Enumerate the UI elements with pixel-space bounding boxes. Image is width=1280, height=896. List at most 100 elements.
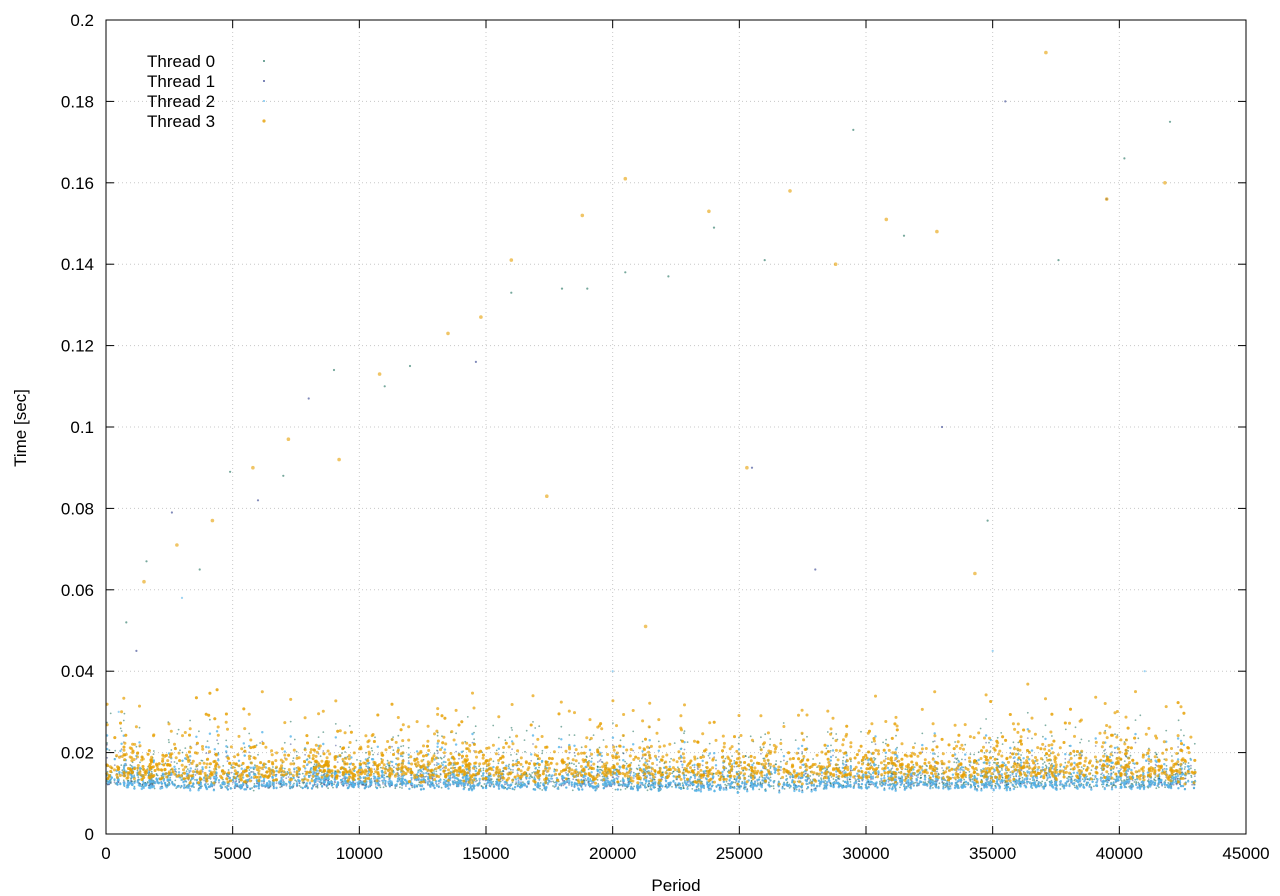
data-point <box>298 776 300 778</box>
data-point <box>783 768 786 770</box>
data-point <box>590 764 593 767</box>
data-point <box>956 757 959 760</box>
data-point <box>380 758 383 760</box>
data-point <box>914 781 917 784</box>
data-point <box>1001 743 1004 745</box>
data-point <box>391 764 394 767</box>
data-point <box>1082 783 1085 786</box>
data-point <box>532 743 534 745</box>
data-point <box>1190 774 1193 777</box>
outlier-point <box>135 649 138 653</box>
data-point <box>339 768 342 770</box>
data-point <box>870 783 873 786</box>
data-point <box>619 780 622 782</box>
data-point <box>738 736 740 739</box>
data-point <box>825 747 828 750</box>
data-point <box>1100 773 1102 776</box>
data-point <box>399 786 401 789</box>
data-point <box>1064 758 1067 760</box>
data-point <box>120 730 123 732</box>
data-point <box>436 752 439 755</box>
data-point <box>835 773 838 776</box>
data-point <box>1020 754 1022 756</box>
data-point <box>370 747 373 750</box>
data-point <box>417 769 420 772</box>
data-point <box>632 771 635 774</box>
data-point <box>891 767 894 769</box>
data-point <box>1179 783 1181 786</box>
data-point <box>541 749 544 752</box>
data-point <box>1018 777 1021 780</box>
data-point <box>292 757 295 759</box>
data-point <box>832 737 834 740</box>
outlier-point <box>256 499 260 502</box>
data-point <box>719 777 722 780</box>
data-point <box>367 772 370 775</box>
data-point <box>658 761 661 763</box>
data-point <box>208 766 211 769</box>
data-point <box>515 781 517 783</box>
data-point <box>946 776 948 778</box>
data-point <box>694 780 697 782</box>
data-point <box>683 732 685 735</box>
data-point <box>316 785 319 788</box>
data-point <box>762 746 765 749</box>
outlier-point <box>282 474 285 477</box>
data-point <box>206 740 209 742</box>
data-point <box>541 752 543 755</box>
data-point <box>1147 778 1150 781</box>
data-point <box>530 775 533 778</box>
data-point <box>1001 777 1004 779</box>
data-point <box>389 745 391 748</box>
data-point <box>715 767 717 770</box>
outlier-point <box>902 234 906 237</box>
data-point <box>614 788 617 791</box>
data-point <box>1099 763 1101 766</box>
data-point <box>433 752 436 755</box>
data-point <box>167 739 170 741</box>
data-point <box>298 784 301 787</box>
data-point <box>708 757 711 759</box>
data-point <box>717 774 720 777</box>
data-point <box>1184 777 1187 780</box>
data-point <box>746 788 749 790</box>
data-point <box>308 757 311 759</box>
data-point <box>887 780 890 783</box>
data-point <box>768 781 770 784</box>
data-point <box>632 777 635 779</box>
data-point <box>648 760 651 763</box>
data-point <box>1123 760 1126 762</box>
data-point <box>867 762 870 765</box>
data-point <box>1013 760 1016 763</box>
data-point <box>1012 775 1015 778</box>
data-point <box>293 782 295 785</box>
data-point <box>574 755 576 757</box>
data-point <box>436 734 439 737</box>
data-point <box>480 785 483 787</box>
data-point <box>1154 766 1157 769</box>
data-point <box>921 732 924 735</box>
data-point <box>400 745 402 748</box>
data-point <box>560 746 563 749</box>
data-point <box>510 754 512 756</box>
data-point <box>630 762 633 764</box>
data-point <box>349 775 351 778</box>
data-point <box>167 721 170 723</box>
data-point <box>769 776 772 779</box>
data-point <box>465 747 468 750</box>
data-point <box>976 769 978 771</box>
data-point <box>1163 767 1166 770</box>
outlier-point <box>986 519 989 522</box>
data-point <box>217 742 220 745</box>
data-point <box>830 744 832 747</box>
data-point <box>823 775 826 778</box>
data-point <box>301 778 303 781</box>
data-point <box>313 763 316 766</box>
data-point <box>1112 768 1115 770</box>
data-point <box>384 784 387 787</box>
data-point <box>1103 750 1105 752</box>
data-point <box>397 734 400 737</box>
data-point <box>368 756 370 759</box>
data-point <box>401 767 404 770</box>
data-point <box>553 768 556 771</box>
